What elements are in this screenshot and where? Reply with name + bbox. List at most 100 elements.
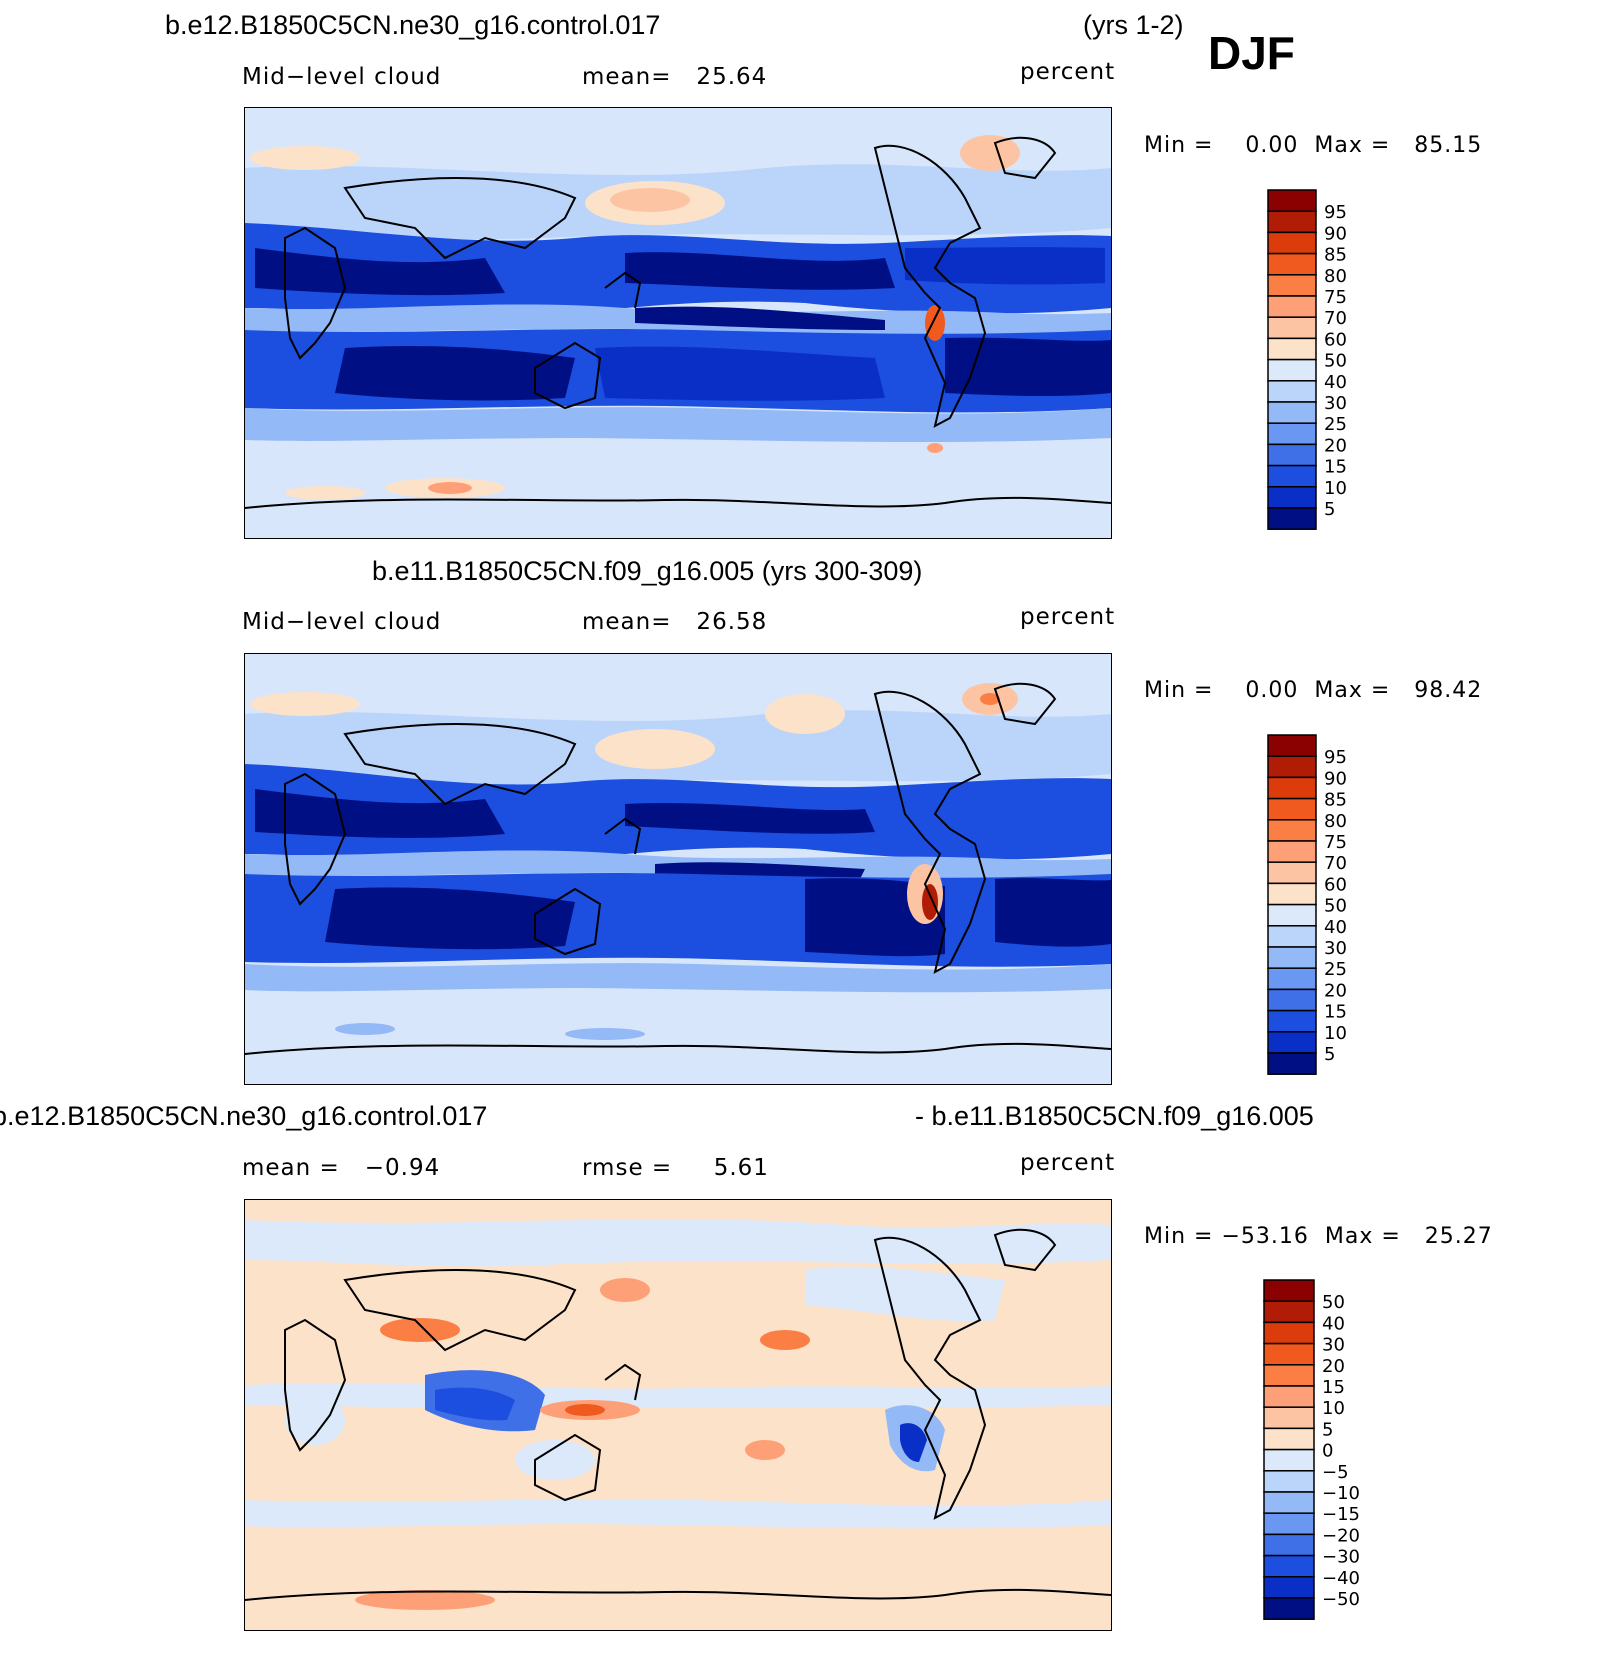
colorbar-swatch	[1267, 422, 1317, 446]
diff-field-band	[900, 1423, 927, 1462]
cloud-field-band	[335, 346, 575, 401]
colorbar-swatch	[1267, 882, 1317, 906]
colorbar-swatch	[1267, 925, 1317, 948]
colorbar-tick-label: 0	[1322, 1441, 1333, 1462]
diff-field-patch	[515, 1440, 595, 1480]
colorbar-swatch	[1263, 1554, 1315, 1578]
diff-field-patch	[355, 1590, 495, 1610]
colorbar-tick-label: 5	[1324, 499, 1335, 520]
diff-field-band	[805, 1266, 1005, 1322]
colorbar-swatch	[1267, 734, 1317, 757]
colorbar-swatch	[1267, 316, 1317, 340]
colorbar-swatch	[1267, 755, 1317, 779]
colorbar-swatch	[1263, 1597, 1315, 1620]
cloud-field-band	[245, 407, 1111, 443]
colorbar-swatch	[1267, 401, 1317, 424]
diff-field-patch	[380, 1318, 460, 1342]
map-field-background	[245, 1200, 1111, 1630]
cloud-field-band	[905, 247, 1105, 285]
cloud-field-patch	[927, 443, 943, 453]
coastlines	[245, 1228, 1111, 1601]
panel-3-title: b.e12.B1850C5CN.ne30_g16.control.017	[0, 1101, 488, 1131]
colorbar-swatch	[1267, 443, 1317, 467]
colorbar-tick-label: 25	[1324, 959, 1347, 980]
colorbar-swatch	[1267, 380, 1317, 403]
colorbar-tick-label: −30	[1322, 1547, 1360, 1568]
panel-3-minmax: Min = −53.16 Max = 25.27	[1144, 1224, 1493, 1249]
cloud-field-patch	[765, 694, 845, 734]
cloud-field-patch	[250, 146, 360, 170]
colorbar-swatch	[1267, 295, 1317, 318]
cloud-field-band	[945, 337, 1111, 397]
colorbar-swatch	[1267, 1009, 1317, 1033]
cloud-field-band	[595, 346, 885, 401]
colorbar-tick-label: 80	[1324, 266, 1347, 287]
colorbar-swatch	[1267, 903, 1317, 927]
colorbar-tick-label: 70	[1324, 853, 1347, 874]
colorbar-tick-label: 15	[1324, 457, 1347, 478]
panel-3-title-right: - b.e11.B1850C5CN.f09_g16.005	[915, 1101, 1314, 1131]
colorbar-swatch	[1263, 1300, 1315, 1324]
colorbar-tick-label: 15	[1322, 1377, 1345, 1398]
colorbar-swatch	[1267, 486, 1317, 509]
panel-2-minmax: Min = 0.00 Max = 98.42	[1144, 678, 1483, 703]
colorbar-swatch	[1267, 231, 1317, 255]
colorbar-tick-label: 70	[1324, 308, 1347, 329]
colorbar-swatch	[1267, 988, 1317, 1012]
cloud-field-patch	[428, 482, 472, 494]
panel-3-rmse: rmse = 5.61	[582, 1155, 769, 1181]
colorbar-swatch	[1267, 1031, 1317, 1054]
panel-3-map	[244, 1199, 1112, 1631]
colorbar-tick-label: −5	[1322, 1462, 1349, 1483]
colorbar-tick-label: 85	[1324, 790, 1347, 811]
colorbar-swatch	[1267, 189, 1317, 212]
cloud-field-band	[625, 802, 875, 834]
diff-field-patch	[600, 1278, 650, 1302]
colorbar-tick-label: 20	[1324, 435, 1347, 456]
colorbar-tick-label: 20	[1322, 1356, 1345, 1377]
colorbar-swatch	[1263, 1279, 1315, 1302]
coastlines	[245, 682, 1111, 1055]
colorbar-tick-label: 50	[1324, 896, 1347, 917]
diff-field-patch	[745, 1440, 785, 1460]
colorbar-swatch	[1263, 1406, 1315, 1430]
panel-1-mean: mean= 25.64	[582, 64, 768, 90]
colorbar-swatch	[1267, 861, 1317, 885]
colorbar-swatch	[1267, 464, 1317, 488]
season-label: DJF	[1208, 27, 1295, 79]
cloud-field-band	[625, 252, 895, 290]
cloud-field-band	[245, 963, 1111, 993]
colorbar-tick-label: 75	[1324, 832, 1347, 853]
cloud-field-patch	[565, 1028, 645, 1040]
panel-2-map	[244, 653, 1112, 1085]
colorbar-tick-label: 30	[1324, 393, 1347, 414]
diff-field-patch	[285, 1395, 345, 1445]
colorbar-tick-label: −20	[1322, 1525, 1360, 1546]
panel-1-minmax: Min = 0.00 Max = 85.15	[1144, 133, 1483, 158]
colorbar-swatch	[1263, 1342, 1315, 1366]
panel-1-field-name: Mid−level cloud	[242, 64, 442, 90]
colorbar-swatch	[1267, 274, 1317, 297]
cloud-field-band	[995, 878, 1111, 947]
panel-3-units: percent	[1020, 1150, 1116, 1176]
colorbar-tick-label: 15	[1324, 1002, 1347, 1023]
colorbar-swatch	[1267, 797, 1317, 821]
colorbar-swatch	[1263, 1533, 1315, 1557]
colorbar-tick-label: 30	[1324, 938, 1347, 959]
cloud-field-patch	[925, 305, 945, 341]
colorbar-swatch	[1267, 358, 1317, 382]
colorbar-swatch	[1263, 1448, 1315, 1472]
colorbar-tick-label: 25	[1324, 414, 1347, 435]
colorbar-swatch	[1267, 967, 1317, 991]
panel-1-title: b.e12.B1850C5CN.ne30_g16.control.017	[165, 10, 661, 40]
diff-field-patch	[760, 1330, 810, 1350]
diff-field-patch	[565, 1404, 605, 1416]
cloud-field-band	[635, 306, 885, 330]
colorbar-swatch	[1263, 1385, 1315, 1408]
colorbar-tick-label: −50	[1322, 1589, 1360, 1610]
cloud-field-patch	[980, 693, 1000, 705]
colorbar-swatch	[1267, 776, 1317, 800]
cloud-field-band	[325, 887, 575, 950]
